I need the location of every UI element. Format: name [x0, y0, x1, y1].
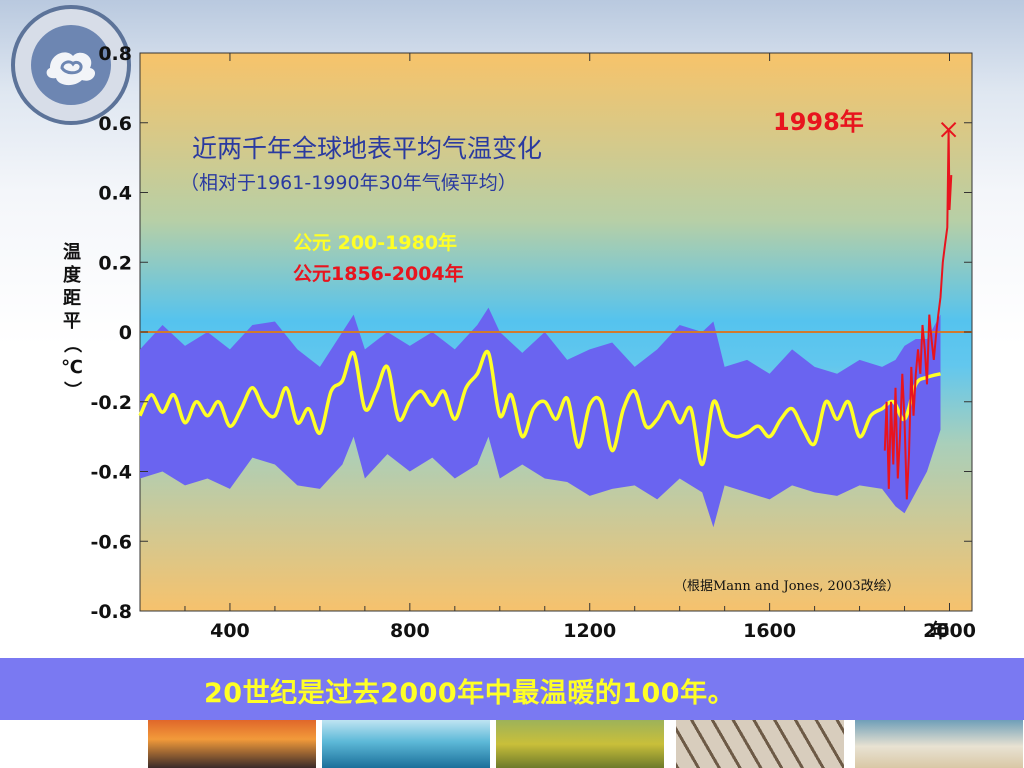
- y-tick-label: 0.2: [98, 252, 132, 274]
- y-tick-label: -0.8: [90, 601, 132, 623]
- y-axis-label-char: 距: [63, 288, 81, 309]
- series-line-1856-2004: [883, 129, 953, 500]
- cma-logo: [11, 5, 131, 125]
- cracked-earth-photo: [676, 720, 844, 768]
- peak-marker-stroke: [940, 122, 957, 138]
- factory-photo: [148, 720, 316, 768]
- y-tick-label: 0: [119, 322, 132, 344]
- y-axis-label-char: 平: [63, 311, 81, 332]
- glacier-photo: [322, 720, 490, 768]
- temperature-chart: 0.8 0.6 0.4 0.2 0 -0.2 -0.4 -0.6 -0.8 400 800 1200 1…: [61, 43, 976, 642]
- field-photo: [496, 720, 664, 768]
- series-line-200-1980: [138, 349, 941, 467]
- legend-label-red: 公元1856-2004年: [293, 262, 464, 285]
- peak-annotation: 1998年: [773, 108, 864, 136]
- summary-banner: [0, 658, 1024, 720]
- x-tick-label: 1200: [563, 620, 616, 642]
- y-tick-label: -0.6: [90, 531, 132, 553]
- x-tick-label: 400: [210, 620, 250, 642]
- chart-subtitle: （相对于1961-1990年30年气候平均）: [180, 172, 517, 194]
- peak-marker: [940, 122, 957, 138]
- summary-text: 20世纪是过去2000年中最温暖的100年。: [204, 678, 736, 709]
- x-tick-label: 800: [390, 620, 430, 642]
- y-tick-label: 0.8: [98, 43, 132, 65]
- y-tick-label: 0.4: [98, 183, 132, 205]
- y-tick-label: -0.4: [90, 462, 132, 484]
- y-axis-label-char: 度: [63, 264, 82, 286]
- chart-title: 近两千年全球地表平均气温变化: [192, 134, 542, 163]
- y-axis-label-char: 温: [63, 242, 81, 263]
- y-tick-label: -0.2: [90, 392, 132, 414]
- beach-photo: [855, 720, 1023, 768]
- y-axis-label-char: ）: [61, 381, 82, 399]
- photo-strip: [0, 690, 1024, 768]
- y-axis-label-char: （: [61, 335, 82, 353]
- x-tick-label: 2000: [923, 620, 976, 642]
- x-tick-label: 1600: [743, 620, 796, 642]
- y-tick-label: 0.6: [98, 113, 132, 135]
- y-axis-label-char: ℃: [61, 357, 83, 378]
- source-note: （根据Mann and Jones, 2003改绘）: [674, 579, 900, 594]
- legend-label-yellow: 公元 200-1980年: [293, 231, 457, 254]
- uncertainty-band: [140, 307, 941, 528]
- x-axis-unit: 年: [930, 619, 949, 642]
